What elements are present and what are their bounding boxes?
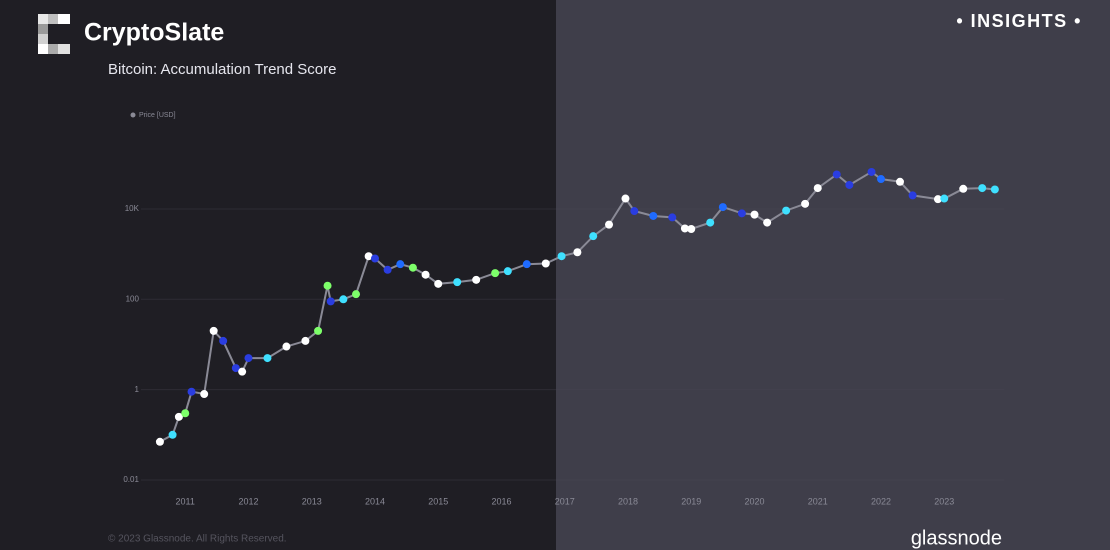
price-point bbox=[706, 218, 715, 227]
price-point bbox=[200, 390, 209, 399]
price-point bbox=[763, 218, 772, 227]
price-point bbox=[813, 184, 822, 193]
price-point bbox=[589, 232, 598, 241]
x-tick-label: 2023 bbox=[934, 496, 954, 506]
price-point bbox=[453, 278, 462, 287]
logo-icon bbox=[38, 14, 70, 54]
price-point bbox=[282, 342, 291, 351]
y-tick-label: 100 bbox=[126, 294, 140, 303]
price-point bbox=[782, 206, 791, 215]
price-point bbox=[649, 211, 658, 220]
price-point bbox=[301, 336, 310, 345]
price-point bbox=[908, 191, 917, 200]
price-point bbox=[314, 326, 323, 335]
price-point bbox=[326, 297, 335, 306]
x-tick-label: 2020 bbox=[744, 496, 764, 506]
price-point bbox=[668, 213, 677, 222]
price-point bbox=[174, 412, 183, 421]
price-point bbox=[396, 260, 405, 269]
price-point bbox=[168, 430, 177, 439]
price-point bbox=[737, 209, 746, 218]
price-point bbox=[231, 364, 240, 373]
x-tick-label: 2012 bbox=[238, 496, 258, 506]
x-tick-label: 2013 bbox=[302, 496, 322, 506]
x-tick-label: 2015 bbox=[428, 496, 448, 506]
dark-panel bbox=[0, 0, 556, 550]
price-point bbox=[238, 367, 247, 376]
price-point bbox=[209, 326, 218, 335]
price-point bbox=[978, 184, 987, 193]
price-point bbox=[155, 437, 164, 446]
x-tick-label: 2016 bbox=[491, 496, 511, 506]
price-point bbox=[845, 180, 854, 189]
price-point bbox=[718, 203, 727, 212]
price-point bbox=[801, 199, 810, 208]
price-point bbox=[621, 194, 630, 203]
legend-label: Price [USD] bbox=[139, 112, 176, 119]
price-point bbox=[472, 275, 481, 284]
price-point bbox=[383, 265, 392, 274]
price-point bbox=[959, 184, 968, 193]
footer: © 2023 Glassnode. All Rights Reserved. bbox=[108, 534, 287, 545]
price-point bbox=[933, 195, 942, 204]
price-point bbox=[522, 260, 531, 269]
x-tick-label: 2018 bbox=[618, 496, 638, 506]
price-point bbox=[605, 220, 614, 229]
price-point bbox=[408, 263, 417, 272]
price-point bbox=[181, 409, 190, 418]
y-tick-label: 10K bbox=[125, 204, 140, 213]
x-tick-label: 2014 bbox=[365, 496, 385, 506]
price-point bbox=[832, 170, 841, 179]
badge: • INSIGHTS • bbox=[956, 11, 1082, 31]
chart-title: Bitcoin: Accumulation Trend Score bbox=[108, 61, 336, 78]
price-point bbox=[187, 387, 196, 396]
price-point bbox=[263, 354, 272, 363]
price-point bbox=[750, 210, 759, 219]
price-point bbox=[421, 270, 430, 279]
price-point bbox=[434, 279, 443, 288]
price-point bbox=[990, 185, 999, 194]
price-point bbox=[339, 295, 348, 304]
price-point bbox=[940, 194, 949, 203]
price-point bbox=[630, 207, 639, 216]
price-point bbox=[687, 225, 696, 234]
price-point bbox=[541, 259, 550, 268]
price-point bbox=[370, 254, 379, 263]
price-point bbox=[219, 336, 228, 345]
price-point bbox=[323, 281, 332, 290]
y-tick-label: 1 bbox=[134, 385, 139, 394]
brand: CryptoSlate bbox=[84, 19, 224, 47]
x-tick-label: 2011 bbox=[176, 496, 195, 506]
x-tick-label: 2021 bbox=[808, 496, 828, 506]
source: glassnode bbox=[911, 527, 1002, 549]
plot: 0.01 1 100 10K 2011 2012 2013 2014 2015 2016 2017 2… bbox=[123, 167, 1005, 506]
light-panel bbox=[556, 0, 1110, 550]
price-point bbox=[895, 177, 904, 186]
x-tick-label: 2022 bbox=[871, 496, 891, 506]
legend-marker bbox=[130, 112, 136, 118]
price-point bbox=[491, 269, 500, 278]
price-point bbox=[244, 354, 253, 363]
price-point bbox=[364, 252, 373, 261]
price-point bbox=[352, 290, 361, 299]
price-point bbox=[503, 267, 512, 276]
x-tick-label: 2019 bbox=[681, 496, 701, 506]
price-point bbox=[680, 224, 689, 233]
price-point bbox=[557, 252, 566, 261]
x-tick-label: 2017 bbox=[555, 496, 575, 506]
y-tick-label: 0.01 bbox=[123, 475, 139, 484]
price-point bbox=[867, 167, 876, 176]
price-point bbox=[877, 175, 886, 184]
price-point bbox=[573, 248, 582, 257]
